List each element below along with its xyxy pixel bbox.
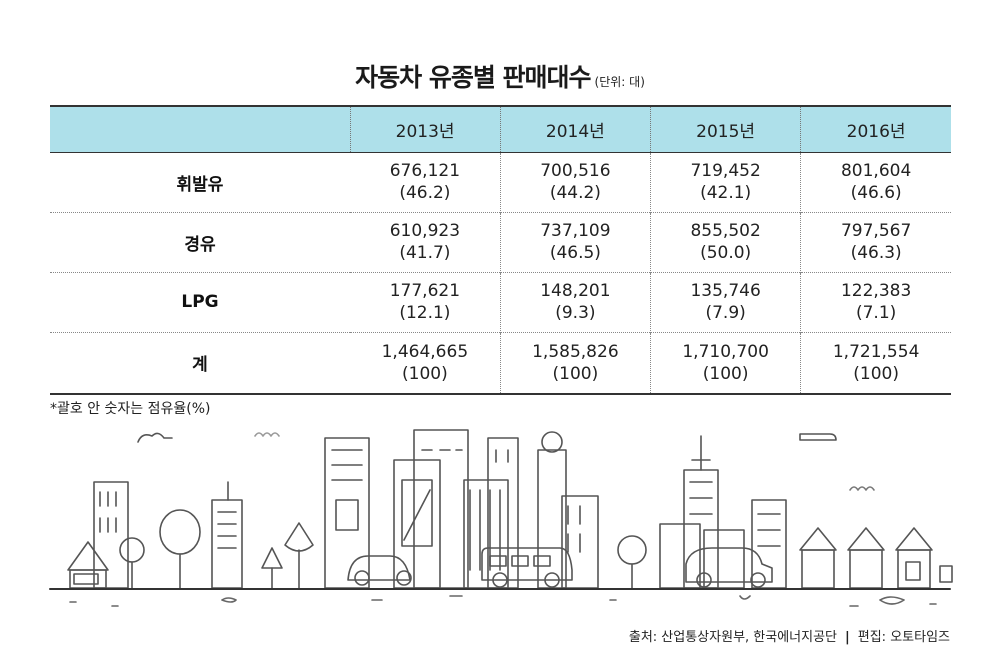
table-cell: 1,585,826 (100): [499, 332, 651, 394]
cell-value: 148,201: [540, 281, 611, 301]
cell-share: (9.3): [555, 303, 596, 323]
cell-share: (100): [702, 363, 749, 384]
source-editor: 편집: 오토타임즈: [857, 630, 950, 645]
cell-share: (46.2): [399, 183, 451, 203]
unit-label: (단위: 대): [594, 75, 645, 89]
cell-share: (100): [402, 363, 448, 384]
cell-value: 122,383: [840, 281, 912, 301]
cell-value: 737,109: [540, 221, 611, 241]
source-credit: 출처: 산업통상자원부, 한국에너지공단 | 편집: 오토타임즈: [629, 626, 950, 645]
table-cell: 148,201 (9.3): [499, 272, 651, 332]
cell-share: (46.5): [549, 243, 601, 263]
table-cell: 1,464,665 (100): [350, 332, 500, 394]
table-row: LPG 177,621 (12.1) 148,201 (9.3) 135,746 (7…: [50, 272, 951, 332]
cell-value: 855,502: [690, 221, 761, 241]
table-cell: 700,516 (44.2): [499, 152, 651, 212]
cell-value: 1,585,826: [532, 341, 619, 362]
cell-share: (44.2): [549, 183, 601, 203]
row-label: 휘발유: [176, 174, 224, 195]
table-row: 계 1,464,665 (100) 1,585,826 (100) 1,710,70…: [50, 332, 951, 394]
table-cell: 797,567 (46.3): [800, 212, 951, 272]
source-separator: |: [845, 630, 850, 645]
table-cell: 1,710,700 (100): [649, 332, 801, 394]
table-cell: 122,383 (7.1): [800, 272, 951, 332]
row-label: 계: [192, 355, 208, 376]
table-cell: 610,923 (41.7): [350, 212, 500, 272]
cell-value: 719,452: [690, 161, 761, 181]
table-cell: 801,604 (46.6): [800, 152, 951, 212]
table-cell: 135,746 (7.9): [649, 272, 801, 332]
sales-table: 2013년 2014년 2015년 2016년 휘발유 676,121 (46.2…: [50, 105, 951, 395]
table-cell: 1,721,554 (100): [800, 332, 951, 394]
header-cell-2014: 2014년: [499, 106, 651, 152]
cell-share: (50.0): [700, 243, 752, 263]
table-row: 휘발유 676,121 (46.2) 700,516 (44.2) 719,452(…: [50, 152, 951, 212]
header-cell-empty: [50, 106, 350, 152]
cell-share: (46.6): [850, 183, 902, 203]
table-cell: 737,109 (46.5): [499, 212, 651, 272]
table-cell: 719,452 (42.1): [649, 152, 801, 212]
cell-value: 700,516: [540, 161, 611, 181]
cell-value: 135,746: [690, 281, 761, 301]
cell-value: 676,121: [389, 161, 461, 181]
table-cell: 676,121 (46.2): [350, 152, 500, 212]
table-cell: 855,502 (50.0): [649, 212, 801, 272]
row-label: 경유: [184, 234, 216, 255]
table-header-row: 2013년 2014년 2015년 2016년: [50, 106, 951, 152]
cell-value: 610,923: [389, 221, 461, 241]
source-origin: 출처: 산업통상자원부, 한국에너지공단: [628, 630, 838, 645]
table-cell: 177,621 (12.1): [350, 272, 500, 332]
page-title: 자동차 유종별 판매대수: [355, 63, 591, 92]
cell-share: (7.1): [855, 303, 897, 323]
city-skyline-illustration: [49, 429, 953, 607]
header-cell-2016: 2016년: [800, 106, 951, 152]
header-cell-2015: 2015년: [649, 106, 801, 152]
cell-share: (46.3): [850, 243, 902, 263]
footnote: *괄호 안 숫자는 점유율(%): [50, 401, 211, 417]
cell-share: (41.7): [399, 243, 451, 263]
cell-share: (100): [853, 363, 899, 384]
cell-share: (12.1): [399, 303, 451, 323]
cell-share: (100): [552, 363, 599, 384]
cell-value: 797,567: [840, 221, 912, 241]
cell-share: (7.9): [705, 303, 746, 323]
cell-value: 1,721,554: [832, 341, 920, 362]
cell-value: 1,464,665: [381, 341, 469, 362]
cell-value: 177,621: [389, 281, 461, 301]
cell-value: 1,710,700: [682, 341, 769, 362]
table-row: 경유 610,923 (41.7) 737,109 (46.5) 855,502 (5…: [50, 212, 951, 272]
title-area: 자동차 유종별 판매대수 (단위: 대): [0, 58, 1000, 94]
header-cell-2013: 2013년: [349, 106, 501, 152]
cell-value: 801,604: [840, 161, 912, 181]
cell-share: (42.1): [700, 183, 752, 203]
row-label: LPG: [181, 292, 219, 312]
